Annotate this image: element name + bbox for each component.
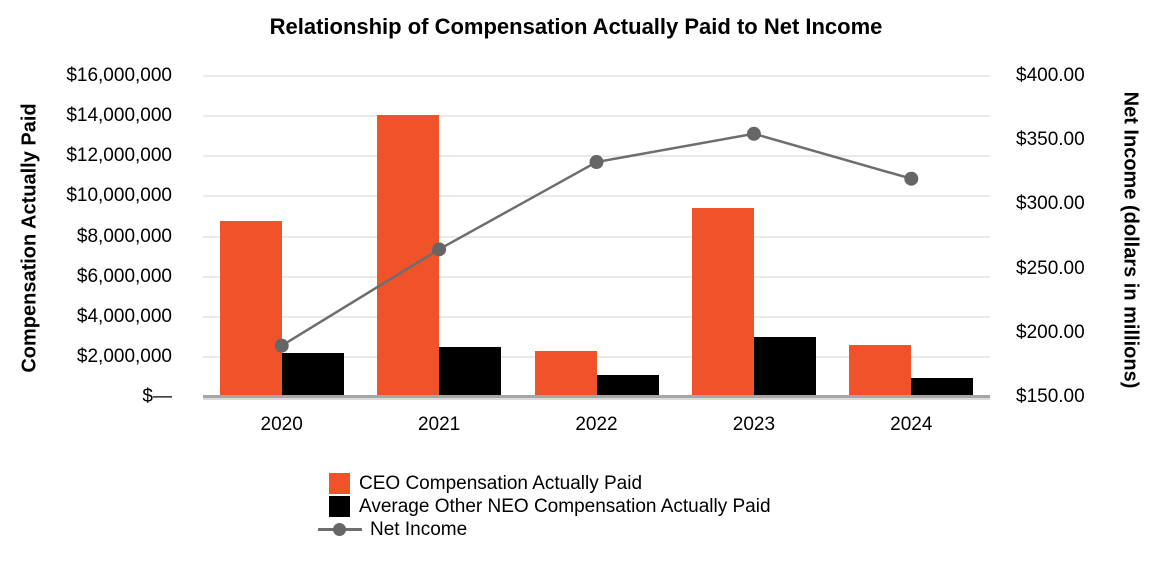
left-axis-tick-label: $6,000,000: [76, 265, 172, 287]
plot-area: [203, 75, 990, 398]
net-income-dot-glyph: [333, 523, 346, 536]
right-axis-tick-label: $350.00: [1016, 129, 1085, 151]
left-axis-tick-label: $2,000,000: [76, 345, 172, 367]
x-axis-label-2024: 2024: [890, 414, 933, 435]
right-axis-tick-label: $250.00: [1016, 257, 1085, 279]
left-axis-tick-label: $—: [142, 386, 172, 407]
left-axis-tick-label: $10,000,000: [66, 185, 172, 207]
right-axis-tick-label: $200.00: [1016, 321, 1085, 343]
right-axis-tick-label: $400.00: [1016, 65, 1085, 86]
gridline: [203, 115, 990, 118]
legend-label-neo: Average Other NEO Compensation Actually …: [359, 495, 771, 517]
ceo-bar-2024: [849, 344, 912, 397]
gridline: [203, 355, 990, 358]
left-axis-tick-label: $14,000,000: [66, 105, 172, 127]
neo-bar-2023: [753, 336, 816, 397]
x-axis-label-2021: 2021: [417, 414, 461, 435]
x-axis-label-2020: 2020: [260, 414, 303, 435]
left-axis-tick-label: $16,000,000: [66, 65, 172, 86]
x-axis-label-2022: 2022: [575, 414, 618, 435]
left-axis-tick-label: $8,000,000: [76, 225, 172, 247]
legend-label-net-income: Net Income: [370, 518, 468, 540]
net-income-point-2022: [589, 155, 604, 170]
x-axis-label-2023: 2023: [732, 414, 776, 435]
ceo-bar-2022: [534, 350, 597, 397]
right-axis-tick-label: $150.00: [1016, 386, 1085, 407]
neo-bar-2024: [911, 377, 974, 397]
ceo-bar-2020: [219, 221, 282, 397]
left-axis-tick-label: $12,000,000: [66, 145, 172, 167]
x-axis-line: [203, 395, 990, 398]
neo-bar-2022: [596, 374, 659, 397]
legend-item-ceo: CEO Compensation Actually Paid: [329, 472, 771, 495]
legend-label-ceo: CEO Compensation Actually Paid: [359, 472, 643, 494]
gridline: [203, 275, 990, 278]
ceo-bar-2023: [691, 208, 754, 397]
net-income-point-2023: [746, 126, 761, 141]
chart-title: Relationship of Compensation Actually Pa…: [269, 14, 883, 39]
gridline: [203, 235, 990, 238]
neo-bar-swatch: [329, 496, 350, 517]
neo-bar-2020: [281, 352, 344, 397]
legend-item-net-income: Net Income: [318, 518, 771, 541]
neo-bar-2021: [439, 346, 502, 397]
net-income-point-2020: [274, 338, 289, 353]
ceo-bar-swatch: [329, 473, 350, 494]
legend: CEO Compensation Actually Paid Average O…: [318, 472, 771, 541]
net-income-line-swatch: [318, 519, 362, 540]
net-income-line-layer: [274, 126, 919, 353]
gridline: [203, 75, 990, 77]
net-income-point-2021: [432, 242, 447, 257]
gridline: [203, 315, 990, 318]
right-axis-tick-label: $300.00: [1016, 193, 1085, 215]
gridline: [203, 195, 990, 198]
legend-item-neo: Average Other NEO Compensation Actually …: [329, 495, 771, 518]
left-axis-tick-label: $4,000,000: [76, 305, 172, 327]
net-income-point-2024: [904, 171, 919, 186]
